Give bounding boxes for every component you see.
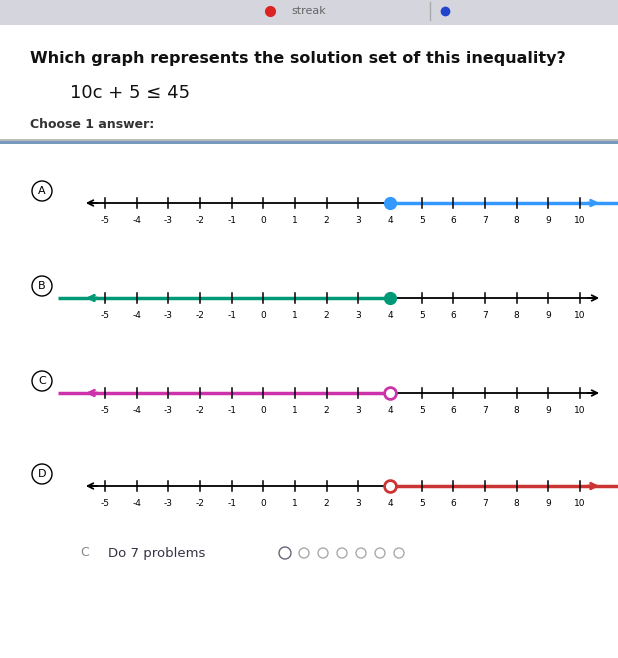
Text: 8: 8	[514, 406, 520, 415]
Circle shape	[318, 548, 328, 558]
Text: 10: 10	[574, 406, 586, 415]
Text: 1: 1	[292, 499, 298, 508]
Text: -5: -5	[101, 311, 109, 320]
Text: 0: 0	[260, 311, 266, 320]
Text: 7: 7	[482, 216, 488, 225]
Text: 6: 6	[451, 216, 456, 225]
Text: -5: -5	[101, 216, 109, 225]
Text: B: B	[38, 281, 46, 291]
Text: -2: -2	[195, 311, 205, 320]
Text: Do 7 problems: Do 7 problems	[108, 547, 205, 559]
Text: 2: 2	[324, 406, 329, 415]
Text: 1: 1	[292, 406, 298, 415]
Bar	[0, 0, 618, 25]
Circle shape	[394, 548, 404, 558]
Text: 9: 9	[546, 499, 551, 508]
Text: -4: -4	[132, 216, 141, 225]
Circle shape	[337, 548, 347, 558]
Text: 10: 10	[574, 216, 586, 225]
Text: 2: 2	[324, 216, 329, 225]
Text: 4: 4	[387, 311, 393, 320]
Text: -3: -3	[164, 216, 173, 225]
Text: -3: -3	[164, 406, 173, 415]
Bar	[0, 141, 618, 144]
Circle shape	[299, 548, 309, 558]
Text: -2: -2	[195, 406, 205, 415]
Circle shape	[32, 276, 52, 296]
Text: 6: 6	[451, 406, 456, 415]
Text: 4: 4	[387, 499, 393, 508]
Text: 0: 0	[260, 406, 266, 415]
Text: Which graph represents the solution set of this inequality?: Which graph represents the solution set …	[30, 51, 565, 66]
Text: C: C	[38, 376, 46, 386]
Text: 7: 7	[482, 406, 488, 415]
Text: C: C	[80, 547, 90, 559]
Text: 4: 4	[387, 216, 393, 225]
Text: -3: -3	[164, 311, 173, 320]
Text: -1: -1	[227, 499, 236, 508]
Text: -1: -1	[227, 216, 236, 225]
Text: 10: 10	[574, 499, 586, 508]
Text: 5: 5	[419, 216, 425, 225]
Text: 5: 5	[419, 311, 425, 320]
Bar	[0, 139, 618, 141]
Text: 10c + 5 ≤ 45: 10c + 5 ≤ 45	[70, 84, 190, 102]
Text: A: A	[38, 186, 46, 196]
Circle shape	[32, 371, 52, 391]
Text: 5: 5	[419, 499, 425, 508]
Text: 6: 6	[451, 499, 456, 508]
Text: 6: 6	[451, 311, 456, 320]
Text: -4: -4	[132, 406, 141, 415]
Text: 9: 9	[546, 406, 551, 415]
Text: -1: -1	[227, 406, 236, 415]
Text: -5: -5	[101, 499, 109, 508]
Text: 5: 5	[419, 406, 425, 415]
Text: -2: -2	[195, 216, 205, 225]
Circle shape	[32, 181, 52, 201]
Text: -1: -1	[227, 311, 236, 320]
Text: -4: -4	[132, 311, 141, 320]
Text: 2: 2	[324, 311, 329, 320]
Text: 0: 0	[260, 216, 266, 225]
Text: 1: 1	[292, 216, 298, 225]
Text: streak: streak	[292, 6, 326, 16]
Text: -3: -3	[164, 499, 173, 508]
Text: -5: -5	[101, 406, 109, 415]
Text: D: D	[38, 469, 46, 479]
Circle shape	[356, 548, 366, 558]
Text: 0: 0	[260, 499, 266, 508]
Text: 3: 3	[355, 499, 361, 508]
Circle shape	[279, 547, 291, 559]
Text: Choose 1 answer:: Choose 1 answer:	[30, 118, 154, 132]
Text: 8: 8	[514, 216, 520, 225]
Text: 7: 7	[482, 311, 488, 320]
Text: -4: -4	[132, 499, 141, 508]
Text: 3: 3	[355, 216, 361, 225]
Text: 3: 3	[355, 406, 361, 415]
Text: 9: 9	[546, 216, 551, 225]
Text: 8: 8	[514, 499, 520, 508]
Text: 1: 1	[292, 311, 298, 320]
Text: 8: 8	[514, 311, 520, 320]
Text: -2: -2	[195, 499, 205, 508]
Text: 10: 10	[574, 311, 586, 320]
Circle shape	[32, 464, 52, 484]
Text: 2: 2	[324, 499, 329, 508]
Text: 4: 4	[387, 406, 393, 415]
Circle shape	[375, 548, 385, 558]
Text: 3: 3	[355, 311, 361, 320]
Text: 7: 7	[482, 499, 488, 508]
Text: 9: 9	[546, 311, 551, 320]
Text: streak: streak	[304, 7, 339, 18]
